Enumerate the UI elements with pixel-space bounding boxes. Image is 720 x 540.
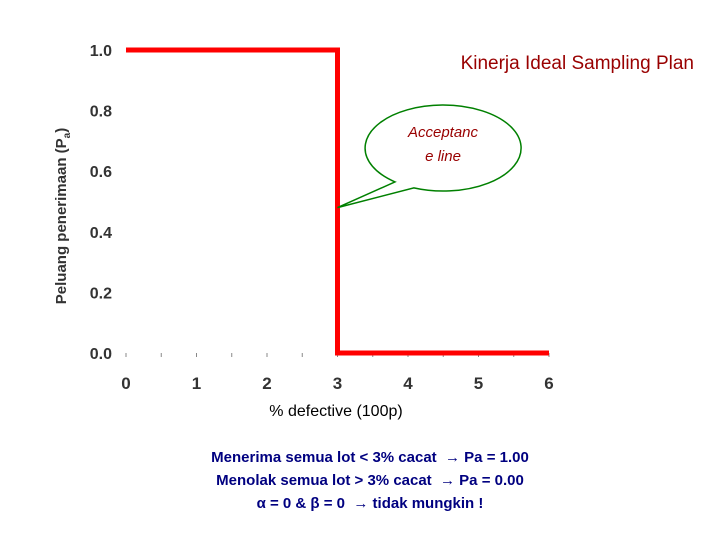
y-tick-label: 0.6 (90, 164, 112, 181)
notes-block: Menerima semua lot < 3% cacat → Pa = 1.0… (90, 446, 650, 515)
x-tick-label: 1 (192, 374, 201, 393)
y-tick-labels: 0.0 0.2 0.4 0.6 0.8 1.0 (90, 43, 112, 363)
acceptance-line-callout: Acceptanc e line (337, 104, 522, 209)
callout-bubble (337, 104, 522, 209)
x-axis-label: % defective (100p) (269, 403, 402, 420)
note-reject: Menolak semua lot > 3% cacat → Pa = 0.00 (216, 472, 524, 489)
x-tick-label: 3 (333, 374, 342, 393)
y-tick-label: 1.0 (90, 43, 112, 60)
x-tick-label: 6 (544, 374, 553, 393)
y-axis-label-close: ) (53, 128, 70, 133)
chart-title: Kinerja Ideal Sampling Plan (461, 53, 694, 74)
y-tick-label: 0.4 (90, 225, 112, 242)
note-accept: Menerima semua lot < 3% cacat → Pa = 1.0… (211, 449, 529, 466)
series-layer (126, 47, 549, 356)
y-tick-label: 0.2 (90, 285, 112, 302)
callout-text-line-1: Acceptanc (407, 124, 479, 141)
note-alpha-beta: α = 0 & β = 0 → tidak mungkin ! (256, 495, 484, 512)
x-tick-label: 4 (403, 374, 413, 393)
y-tick-label: 0.8 (90, 104, 112, 121)
acceptance-line (126, 47, 549, 356)
x-tick-label: 2 (262, 374, 271, 393)
x-tick-label: 5 (474, 374, 483, 393)
y-tick-label: 0.0 (90, 346, 112, 363)
x-tick-labels: 0 1 2 3 4 5 6 (121, 374, 553, 393)
y-axis-label-main: Peluang penerimaan (P (53, 138, 70, 304)
y-axis-label: Peluang penerimaan (Pa) (53, 128, 73, 304)
y-axis-label-subscript: a (62, 132, 73, 138)
callout-text-line-2: e line (425, 148, 461, 165)
x-tick-label: 0 (121, 374, 130, 393)
